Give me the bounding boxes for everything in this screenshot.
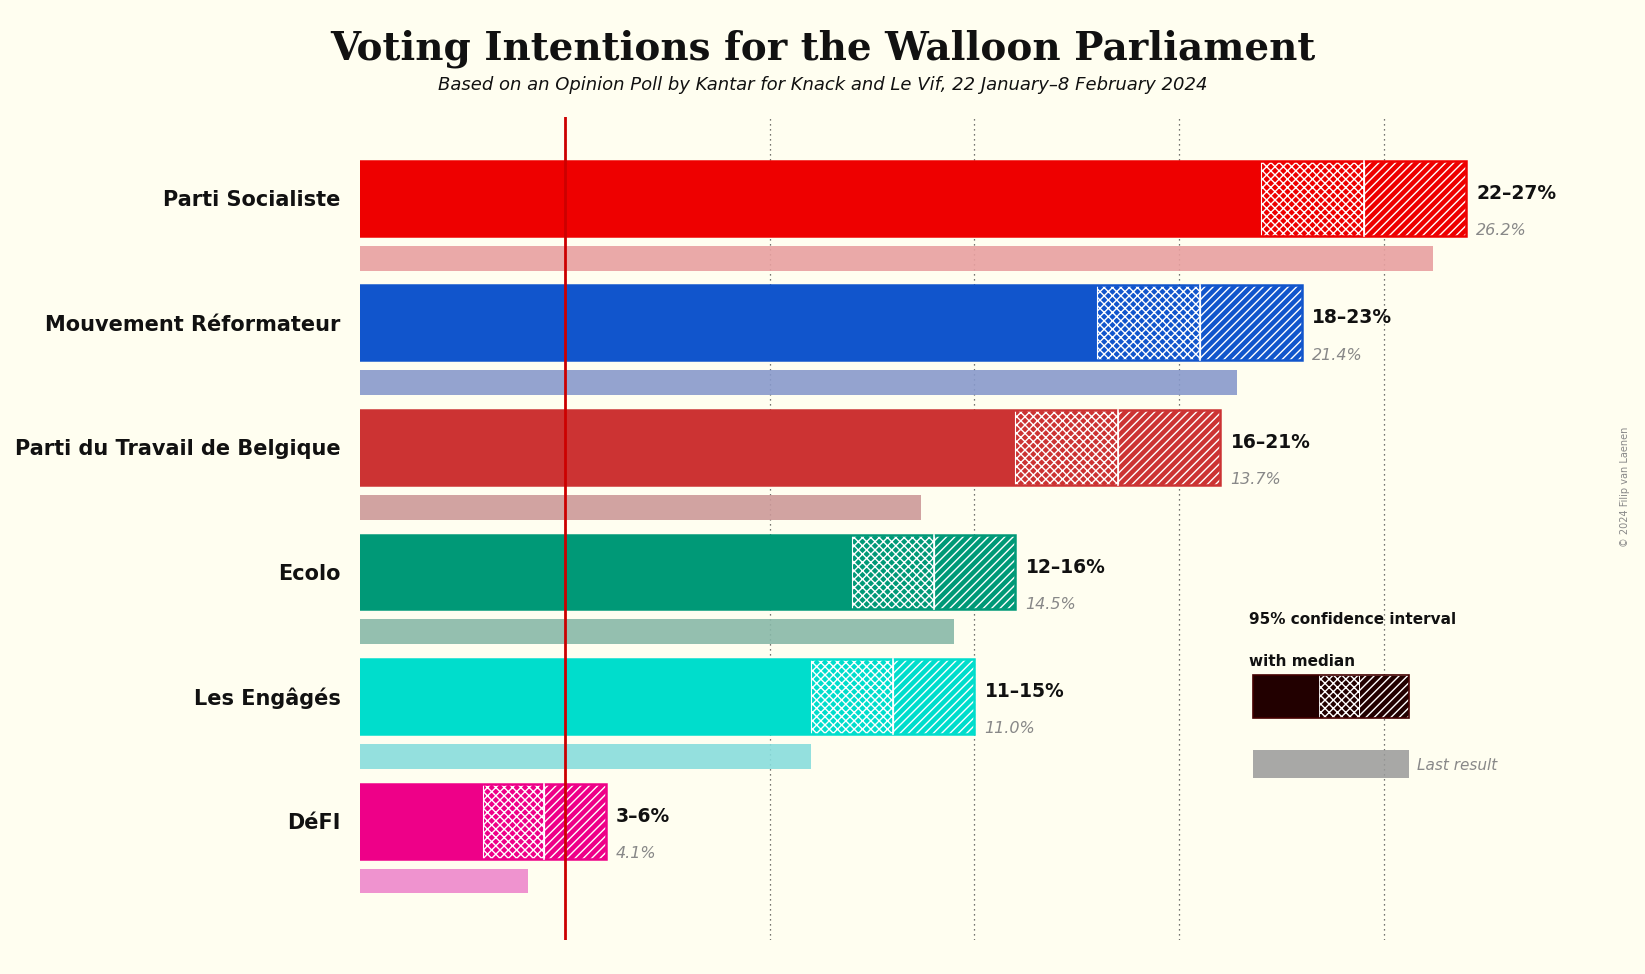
Bar xyxy=(1199,285,1303,360)
Text: 16–21%: 16–21% xyxy=(1230,432,1311,452)
Text: © 2024 Filip van Laenen: © 2024 Filip van Laenen xyxy=(1620,427,1630,547)
Text: Based on an Opinion Poll by Kantar for Knack and Le Vif, 22 January–8 February 2: Based on an Opinion Poll by Kantar for K… xyxy=(438,76,1207,94)
Bar xyxy=(360,410,1221,485)
Bar xyxy=(360,619,954,644)
Text: 4.1%: 4.1% xyxy=(617,846,656,861)
Bar xyxy=(360,161,1466,236)
Bar xyxy=(360,869,528,893)
Bar xyxy=(1364,161,1466,236)
Bar xyxy=(360,245,1433,271)
Bar xyxy=(1097,285,1199,360)
Bar xyxy=(811,659,893,734)
Text: 3–6%: 3–6% xyxy=(617,806,670,826)
Bar xyxy=(811,659,893,734)
Bar xyxy=(1119,410,1221,485)
Bar xyxy=(852,535,933,610)
Bar xyxy=(360,659,811,734)
Text: 11.0%: 11.0% xyxy=(985,722,1035,736)
Bar xyxy=(360,370,1237,395)
Bar xyxy=(1199,285,1303,360)
Text: 95% confidence interval: 95% confidence interval xyxy=(1249,613,1456,627)
Bar xyxy=(360,535,1015,610)
Bar xyxy=(484,784,544,858)
Bar xyxy=(544,784,605,858)
Bar xyxy=(933,535,1015,610)
Bar xyxy=(1359,675,1408,719)
Text: 18–23%: 18–23% xyxy=(1313,309,1393,327)
Bar xyxy=(1119,410,1221,485)
Text: with median: with median xyxy=(1249,654,1355,668)
Bar xyxy=(1319,675,1359,719)
Bar xyxy=(360,744,811,768)
Text: 13.7%: 13.7% xyxy=(1230,472,1281,487)
Text: 11–15%: 11–15% xyxy=(985,682,1064,701)
Bar xyxy=(1253,750,1408,777)
Bar xyxy=(1364,161,1466,236)
Bar xyxy=(933,535,1015,610)
Text: 12–16%: 12–16% xyxy=(1026,557,1105,577)
Bar xyxy=(360,495,921,520)
Bar xyxy=(360,285,1097,360)
Bar xyxy=(360,410,1015,485)
Text: 26.2%: 26.2% xyxy=(1476,223,1527,238)
Bar xyxy=(544,784,605,858)
Bar xyxy=(360,784,605,858)
Bar xyxy=(1015,410,1119,485)
Bar xyxy=(893,659,974,734)
Bar xyxy=(893,659,974,734)
Text: 21.4%: 21.4% xyxy=(1313,348,1364,362)
Bar xyxy=(852,535,933,610)
Bar xyxy=(1319,675,1359,719)
Bar xyxy=(360,535,852,610)
Bar xyxy=(360,784,484,858)
Bar xyxy=(1097,285,1199,360)
Bar xyxy=(484,784,544,858)
Bar xyxy=(1359,675,1408,719)
Bar xyxy=(1253,675,1408,719)
Text: 22–27%: 22–27% xyxy=(1476,184,1556,203)
Bar xyxy=(360,161,1262,236)
Text: 14.5%: 14.5% xyxy=(1026,597,1076,612)
Bar xyxy=(360,285,1303,360)
Bar xyxy=(1015,410,1119,485)
Text: Voting Intentions for the Walloon Parliament: Voting Intentions for the Walloon Parlia… xyxy=(331,29,1314,68)
Bar xyxy=(1262,161,1364,236)
Bar xyxy=(1253,675,1319,719)
Bar xyxy=(360,659,974,734)
Text: Last result: Last result xyxy=(1416,758,1497,772)
Bar xyxy=(1262,161,1364,236)
